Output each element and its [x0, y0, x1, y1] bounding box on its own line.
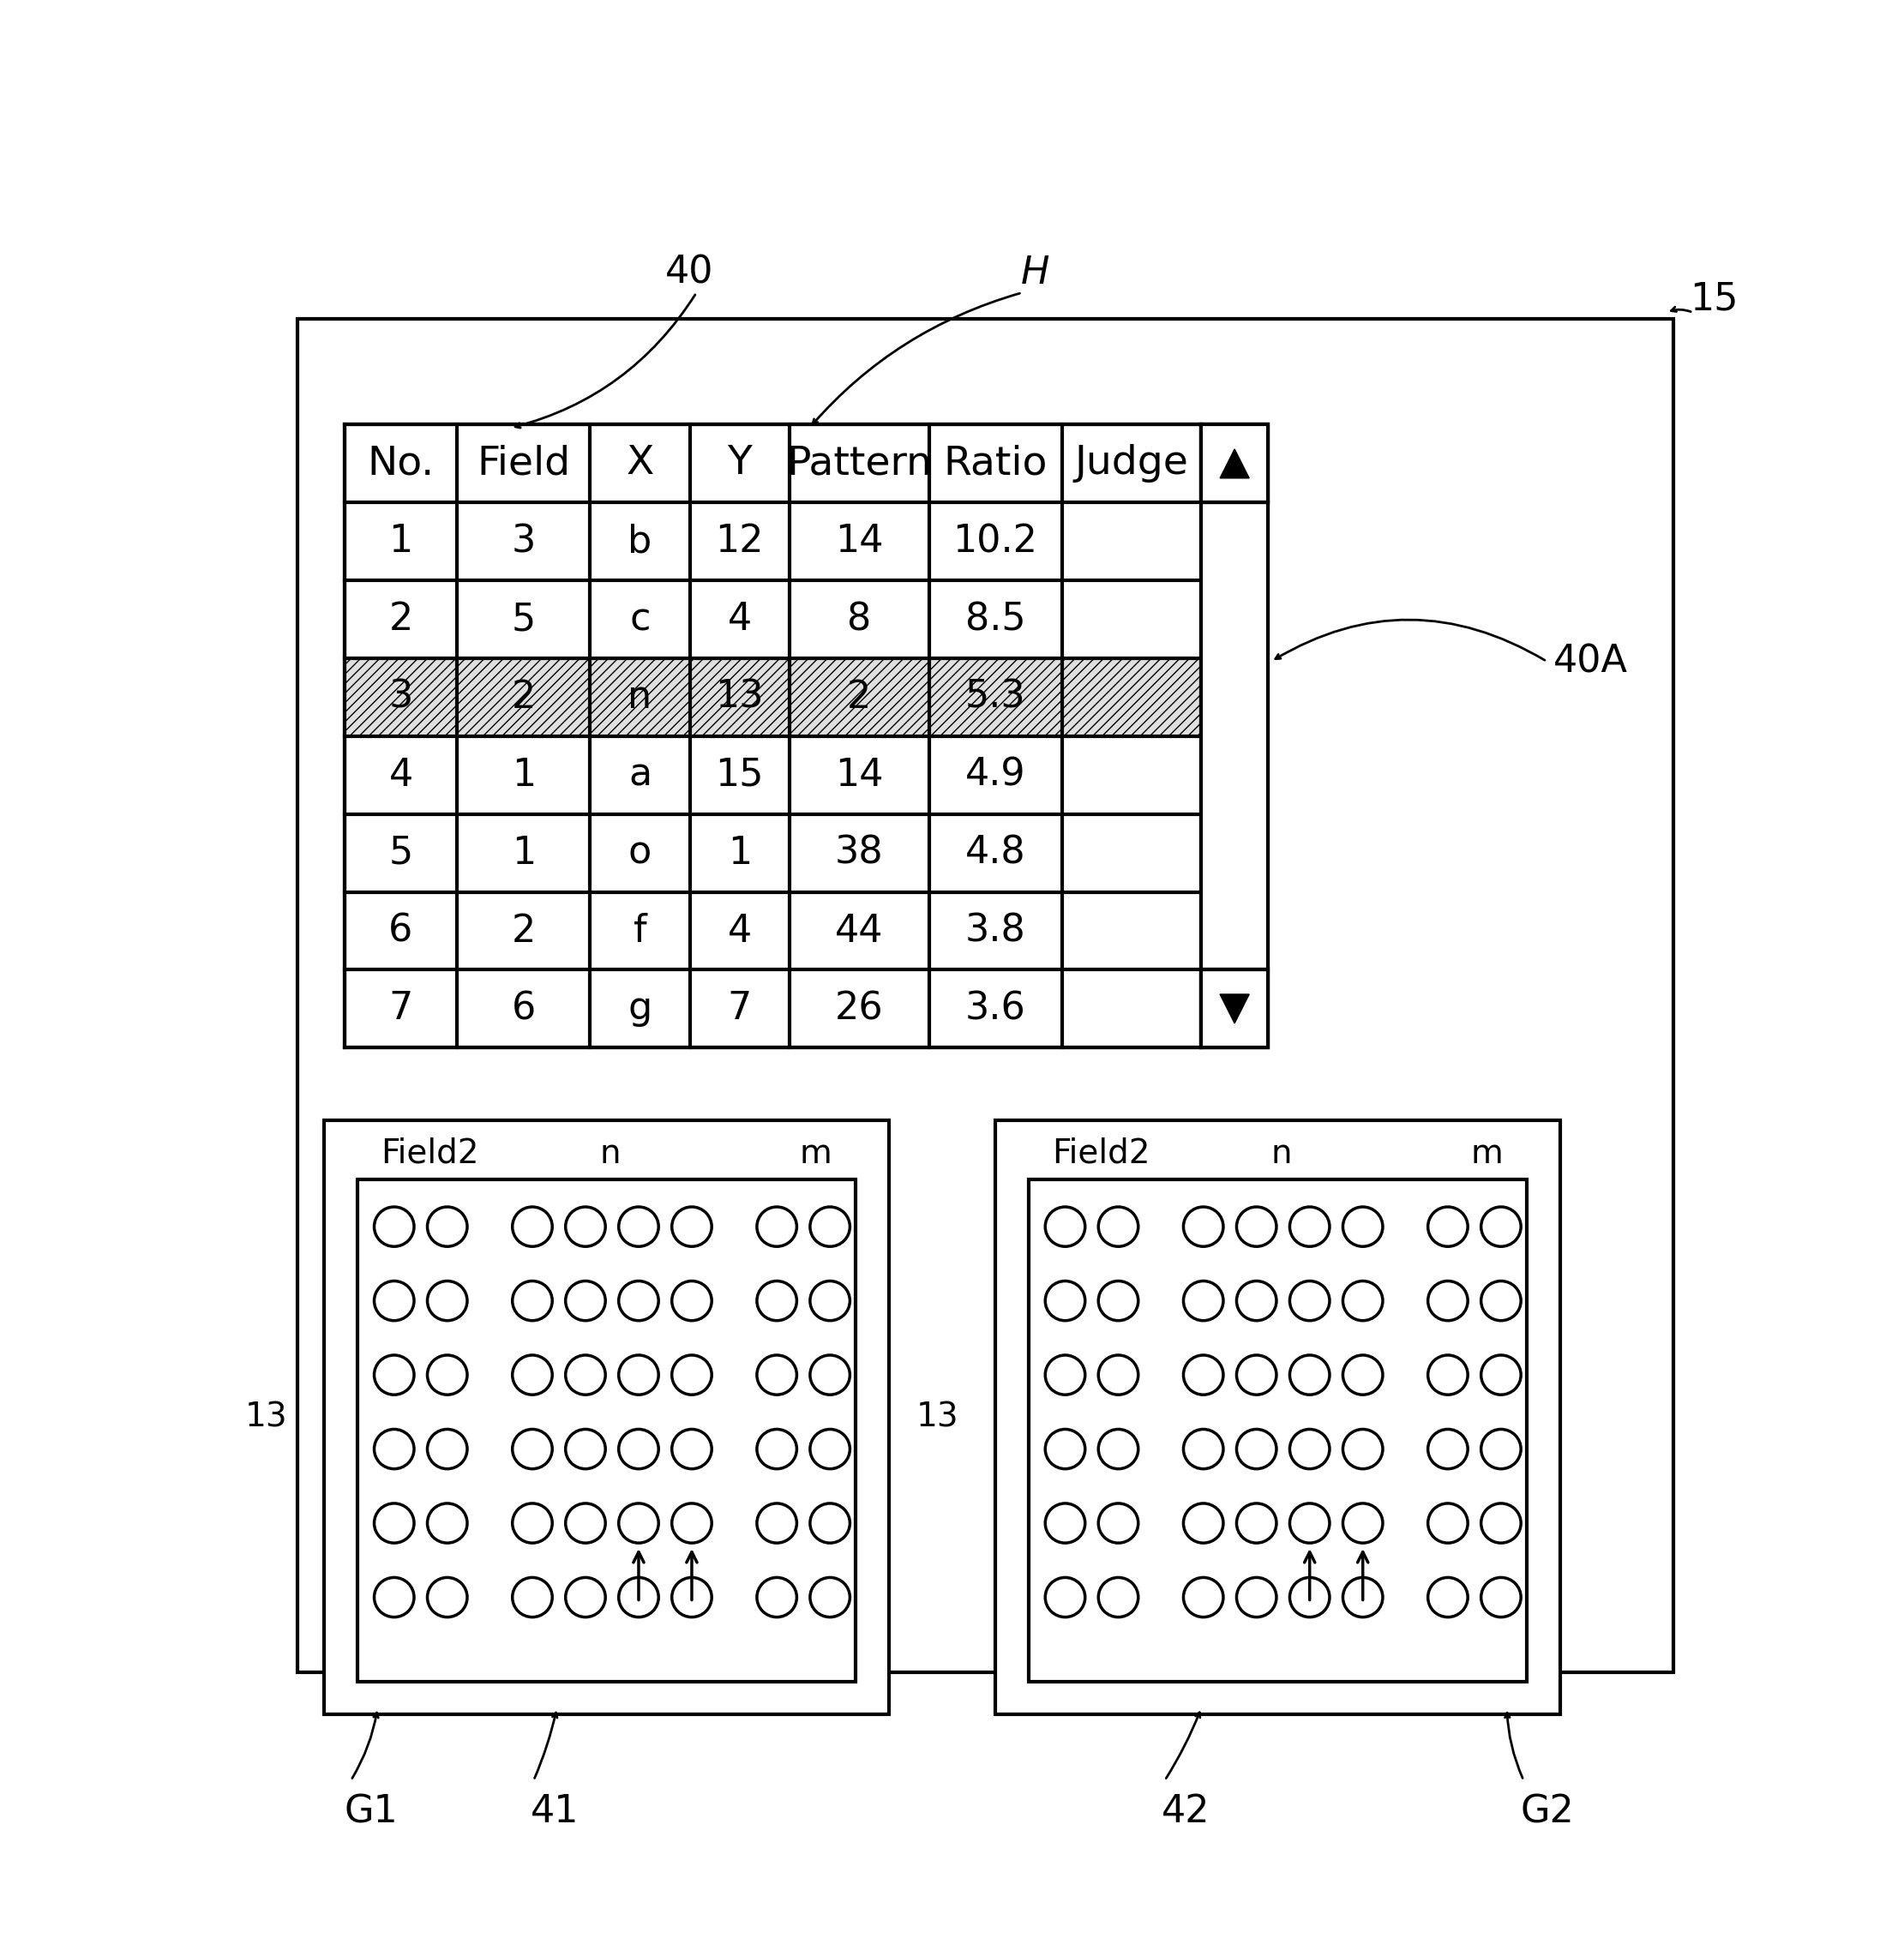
Text: 5.3: 5.3	[965, 678, 1026, 715]
Text: 1: 1	[727, 834, 752, 871]
Text: b: b	[628, 523, 651, 560]
Bar	[996, 1120, 1559, 1715]
Text: m: m	[800, 1137, 832, 1170]
Text: Judge: Judge	[1074, 445, 1188, 482]
Text: 8: 8	[847, 601, 872, 638]
Text: 2: 2	[847, 678, 872, 715]
Text: 8.5: 8.5	[965, 601, 1026, 638]
Text: 15: 15	[1689, 280, 1738, 317]
Text: 13: 13	[246, 1402, 288, 1433]
Text: 2: 2	[388, 601, 413, 638]
Text: 4.8: 4.8	[965, 834, 1026, 871]
Text: n: n	[1270, 1137, 1291, 1170]
Text: 4: 4	[727, 601, 752, 638]
Text: Field2: Field2	[1051, 1137, 1150, 1170]
Text: 6: 6	[512, 989, 535, 1026]
Bar	[358, 1180, 857, 1682]
Text: H: H	[1021, 255, 1049, 292]
Text: 4: 4	[388, 756, 413, 793]
Text: 7: 7	[727, 989, 752, 1026]
Text: 26: 26	[836, 989, 883, 1026]
Text: m: m	[1472, 1137, 1504, 1170]
Text: No.: No.	[367, 445, 434, 482]
Bar	[1201, 970, 1268, 1048]
Text: a: a	[628, 756, 651, 793]
Text: 44: 44	[836, 912, 883, 949]
Text: 1: 1	[388, 523, 413, 560]
Text: n: n	[600, 1137, 621, 1170]
Text: Field2: Field2	[381, 1137, 480, 1170]
Text: 15: 15	[716, 756, 764, 793]
Text: 4: 4	[727, 912, 752, 949]
Text: 38: 38	[836, 834, 883, 871]
Text: Pattern: Pattern	[786, 445, 933, 482]
Text: Field: Field	[476, 445, 571, 482]
Polygon shape	[1220, 449, 1249, 478]
Text: 14: 14	[836, 756, 883, 793]
Bar	[1028, 1180, 1527, 1682]
Text: 3.8: 3.8	[965, 912, 1026, 949]
Text: 40A: 40A	[1554, 643, 1628, 680]
Text: 3.6: 3.6	[965, 989, 1026, 1026]
Text: 12: 12	[716, 523, 764, 560]
Text: 13: 13	[716, 678, 764, 715]
Text: 1: 1	[512, 756, 535, 793]
Text: 3: 3	[388, 678, 413, 715]
Text: 13: 13	[916, 1402, 960, 1433]
Text: 3: 3	[512, 523, 535, 560]
Text: 6: 6	[388, 912, 413, 949]
Text: 2: 2	[512, 678, 535, 715]
Text: 1: 1	[512, 834, 535, 871]
Text: g: g	[628, 989, 651, 1026]
Text: 7: 7	[388, 989, 413, 1026]
Text: o: o	[628, 834, 651, 871]
Polygon shape	[1220, 993, 1249, 1023]
Bar	[1201, 424, 1268, 503]
Text: Ratio: Ratio	[942, 445, 1047, 482]
Text: 5: 5	[512, 601, 535, 638]
Bar	[1201, 424, 1268, 1048]
Text: 14: 14	[836, 523, 883, 560]
Text: 5: 5	[388, 834, 413, 871]
Text: G2: G2	[1519, 1794, 1575, 1831]
Text: 42: 42	[1161, 1794, 1211, 1831]
Text: n: n	[628, 678, 651, 715]
Bar	[345, 659, 1201, 737]
Text: c: c	[630, 601, 651, 638]
Text: 10.2: 10.2	[954, 523, 1038, 560]
Text: 2: 2	[512, 912, 535, 949]
Text: 40: 40	[666, 255, 714, 292]
Bar	[324, 1120, 889, 1715]
Text: X: X	[626, 445, 653, 482]
Text: f: f	[634, 912, 647, 949]
Text: Y: Y	[727, 445, 752, 482]
Text: 41: 41	[531, 1794, 579, 1831]
Text: G1: G1	[345, 1794, 398, 1831]
Bar	[345, 424, 1268, 1048]
Text: 4.9: 4.9	[965, 756, 1026, 793]
